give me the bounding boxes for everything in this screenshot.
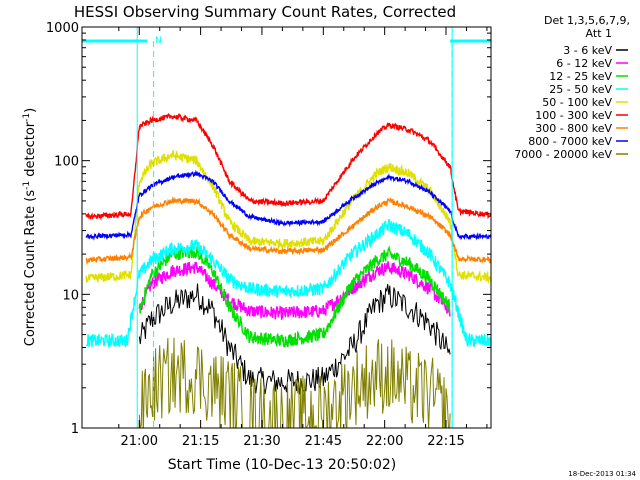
series-line-4 — [85, 218, 491, 349]
series-line-7 — [85, 196, 491, 266]
legend-label-2: 6 - 12 keV — [556, 57, 612, 70]
y-axis-label-part-1: Corrected Count Rate (s — [23, 190, 38, 347]
y-axis-label-part-2: detector — [23, 121, 38, 181]
x-tick-label-3: 21:30 — [243, 434, 280, 449]
axes: 21:00 21:15 21:30 21:45 22:00 22:15 1 10 100 1000 — [46, 21, 491, 449]
series-line-8 — [85, 169, 491, 241]
series-line-1 — [138, 283, 451, 395]
x-axis-label: Start Time (10-Dec-13 20:50:02) — [168, 457, 396, 473]
night-marker-label: N — [155, 36, 162, 46]
legend-label-4: 25 - 50 keV — [549, 83, 612, 96]
legend-label-5: 50 - 100 keV — [542, 96, 612, 109]
x-tick-label-2: 21:15 — [182, 434, 219, 449]
y-tick-label-1: 1 — [71, 422, 79, 437]
legend-label-7: 300 - 800 keV — [535, 122, 612, 135]
plot-frame — [81, 26, 492, 429]
y-tick-label-4: 1000 — [46, 21, 79, 36]
legend-header-line-2: Att 1 — [586, 27, 612, 40]
y-tick-label-2: 10 — [62, 288, 79, 303]
plot-area — [82, 27, 491, 428]
legend-label-3: 12 - 25 keV — [549, 70, 612, 83]
series-line-2 — [138, 261, 451, 320]
y-tick-label-3: 100 — [54, 155, 79, 170]
legend-header-line-1: Det 1,3,5,6,7,9, — [544, 14, 630, 27]
legend-label-8: 800 - 7000 keV — [528, 135, 612, 148]
x-tick-label-5: 22:00 — [366, 434, 403, 449]
series-line-9 — [138, 337, 451, 428]
timestamp: 18-Dec-2013 01:34 — [568, 470, 636, 478]
series-line-3 — [138, 245, 451, 348]
x-tick-label-6: 22:15 — [427, 434, 464, 449]
y-axis-label-sup-1: -1 — [22, 181, 32, 190]
legend-label-9: 7000 - 20000 keV — [514, 148, 612, 161]
legend-label-1: 3 - 6 keV — [563, 44, 612, 57]
y-axis-label-part-3: ) — [23, 108, 38, 113]
x-tick-label-1: 21:00 — [121, 434, 158, 449]
y-axis-label-sup-2: -1 — [22, 113, 32, 122]
x-tick-label-4: 21:45 — [305, 434, 342, 449]
series-group — [82, 27, 491, 428]
series-line-6 — [85, 112, 491, 221]
y-axis-label: Corrected Count Rate (s-1 detector-1) — [22, 108, 38, 346]
legend-label-6: 100 - 300 keV — [535, 109, 612, 122]
chart-title: HESSI Observing Summary Count Rates, Cor… — [74, 3, 456, 21]
